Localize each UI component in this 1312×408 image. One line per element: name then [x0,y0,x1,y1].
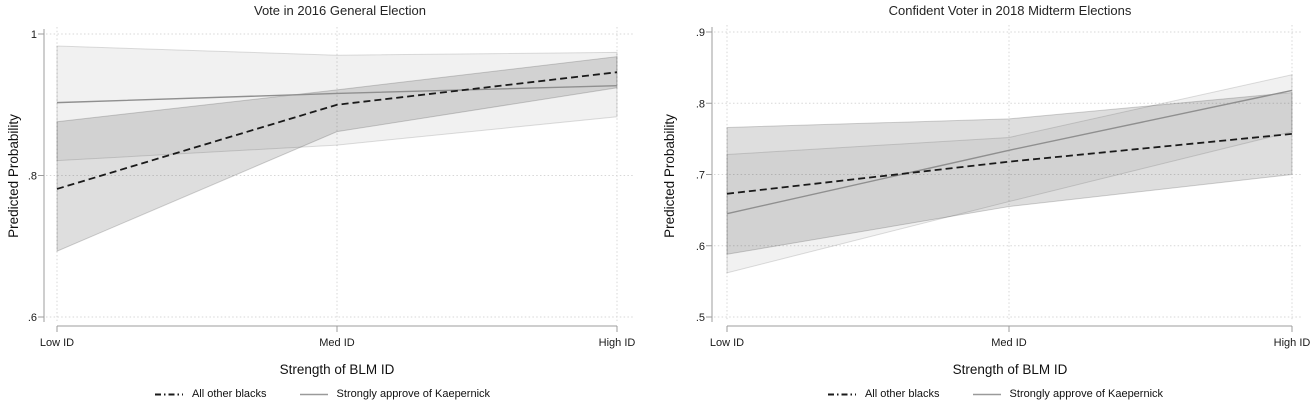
plot-area: 1 .8 .6 Low ID Med ID High ID [28,27,636,349]
chart-title: Confident Voter in 2018 Midterm Election… [888,3,1132,18]
y-tick-label: .9 [696,27,705,39]
plot-area: .9 .8 .7 .6 .5 Low ID Med ID High ID [696,25,1311,349]
dashed-line-sample-icon [827,393,856,395]
legend-item-approve-kaepernick: Strongly approve of Kaepernick [299,388,490,400]
y-tick-label: .8 [28,171,37,183]
ci-band-all-other-blacks [726,92,1293,255]
ci-band-strongly-approve-of-kaepernick [56,45,618,162]
legend-label: All other blacks [191,388,267,400]
chart-title: Vote in 2016 General Election [253,3,426,18]
x-tick-label: Low ID [710,337,744,349]
y-tick-label: .8 [696,98,705,110]
x-axis-title: Strength of BLM ID [279,362,395,377]
legend-label: Strongly approve of Kaepernick [1009,388,1164,400]
x-axis-title: Strength of BLM ID [952,362,1068,377]
y-tick-label: 1 [31,29,37,41]
legend-item-all-other-blacks: All other blacks [154,388,267,400]
line-strongly-approve-of-kaepernick [726,89,1293,215]
chart-vote-2016: Vote in 2016 General Election Predicted … [0,3,650,400]
line-all-other-blacks [726,132,1293,195]
x-tick-label: High ID [1274,337,1311,349]
x-tick-label: Low ID [40,337,74,349]
legend: All other blacks Strongly approve of Kae… [667,388,1312,400]
solid-line-sample-icon [972,393,1001,395]
ci-band-strongly-approve-of-kaepernick [726,74,1293,274]
line-all-other-blacks [56,71,618,190]
legend-label: All other blacks [864,388,940,400]
y-tick-label: .6 [28,312,37,324]
line-strongly-approve-of-kaepernick [56,84,618,104]
legend: All other blacks Strongly approve of Kae… [0,388,650,400]
y-tick-label: .5 [696,312,705,324]
x-tick-label: High ID [599,337,636,349]
legend-item-approve-kaepernick: Strongly approve of Kaepernick [972,388,1163,400]
dashed-line-sample-icon [154,393,183,395]
legend-label: Strongly approve of Kaepernick [336,388,491,400]
ci-band-all-other-blacks [56,56,618,252]
x-tick-label: Med ID [319,337,355,349]
legend-item-all-other-blacks: All other blacks [827,388,940,400]
x-tick-label: Med ID [991,337,1027,349]
solid-line-sample-icon [299,393,328,395]
y-tick-label: .7 [696,170,705,182]
chart-confident-voter-2018: Confident Voter in 2018 Midterm Election… [656,0,1312,408]
y-tick-label: .6 [696,241,705,253]
